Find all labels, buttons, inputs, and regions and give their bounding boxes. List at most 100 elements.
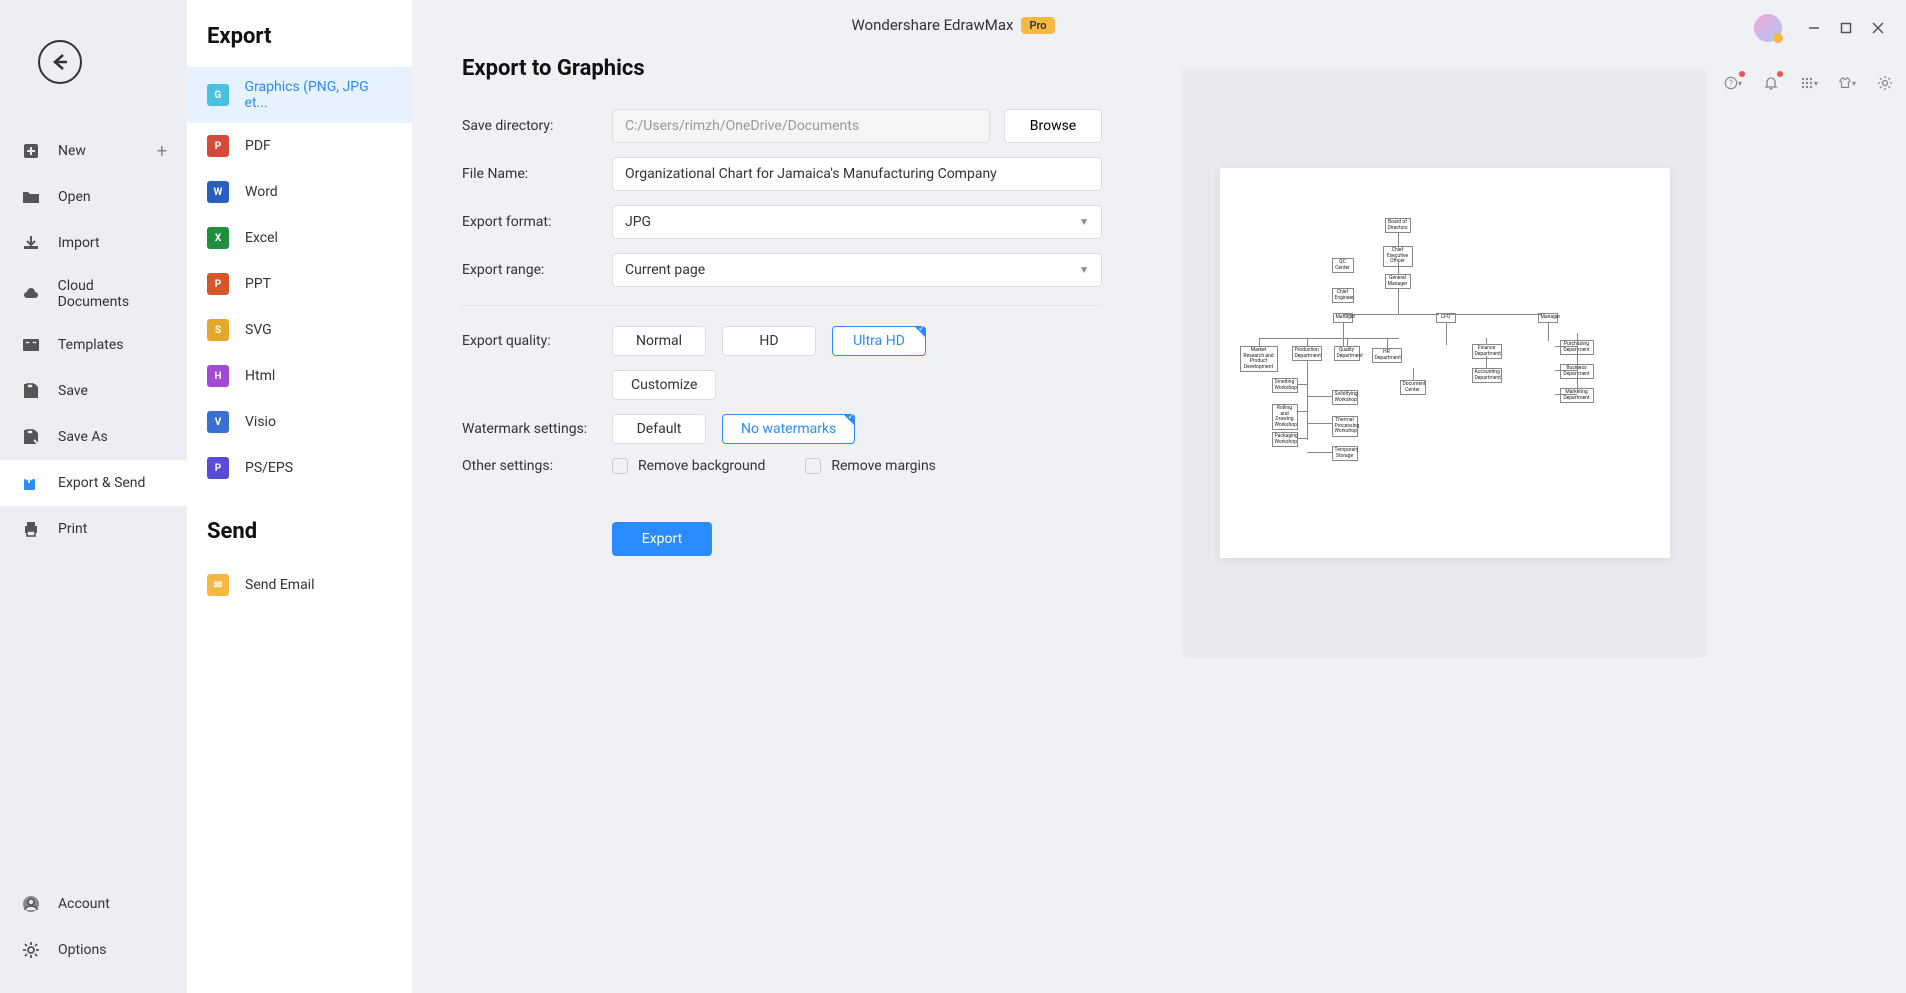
title-bar: Wondershare EdrawMax Pro (0, 0, 1906, 50)
preview-image: Board of DirectorsChief Executive Office… (1220, 168, 1670, 558)
page-heading: Export to Graphics (462, 56, 1102, 81)
menu-item-new[interactable]: New+ (0, 128, 187, 174)
export-type-visio[interactable]: VVisio (187, 399, 412, 445)
file-icon: G (207, 84, 229, 106)
chart-node: Solidifying Workshop (1332, 390, 1358, 405)
quality-option-ultra-hd[interactable]: Ultra HD (832, 326, 926, 356)
app-title: Wondershare EdrawMax (851, 16, 1013, 34)
download-icon (20, 232, 42, 254)
chart-node: Temporary Storage (1332, 446, 1358, 461)
settings-icon[interactable] (1876, 74, 1894, 92)
grid-icon[interactable]: ▾ (1800, 74, 1818, 92)
back-button[interactable] (38, 40, 82, 84)
range-label: Export range: (462, 262, 612, 278)
gear-icon (20, 939, 42, 961)
chart-node: Chief Engineer (1332, 288, 1354, 303)
send-heading: Send (187, 491, 412, 562)
export-type-html[interactable]: HHtml (187, 353, 412, 399)
customize-button[interactable]: Customize (612, 370, 716, 400)
menu-item-save-as[interactable]: Save As (0, 414, 187, 460)
save-dir-label: Save directory: (462, 118, 612, 134)
file-icon: X (207, 227, 229, 249)
format-select[interactable]: JPG▼ (612, 205, 1102, 239)
menu-item-templates[interactable]: Templates (0, 322, 187, 368)
export-type-word[interactable]: WWord (187, 169, 412, 215)
cloud-icon (20, 283, 42, 305)
watermark-option-default[interactable]: Default (612, 414, 706, 444)
bell-icon[interactable] (1762, 74, 1780, 92)
menu-item-print[interactable]: Print (0, 506, 187, 552)
file-icon: P (207, 273, 229, 295)
file-icon: S (207, 319, 229, 341)
range-select[interactable]: Current page▼ (612, 253, 1102, 287)
templates-icon (20, 334, 42, 356)
remove-bg-checkbox[interactable]: Remove background (612, 458, 765, 474)
export-type-send[interactable]: ✉Send Email (187, 562, 412, 608)
menu-item-open[interactable]: Open (0, 174, 187, 220)
chart-node: Packaging Workshop (1272, 432, 1298, 447)
file-menu-sidebar: New+OpenImportCloud DocumentsTemplatesSa… (0, 0, 187, 993)
chart-node: Market Research and Product Development (1240, 346, 1278, 372)
export-icon (20, 472, 42, 494)
account-icon (20, 893, 42, 915)
main-content: Export to Graphics Save directory: C:/Us… (412, 0, 1906, 993)
print-icon (20, 518, 42, 540)
user-avatar[interactable] (1754, 14, 1782, 42)
file-icon: P (207, 457, 229, 479)
quality-label: Export quality: (462, 333, 612, 349)
remove-margins-checkbox[interactable]: Remove margins (805, 458, 936, 474)
preview-panel: Board of DirectorsChief Executive Office… (1182, 68, 1707, 658)
export-type-excel[interactable]: XExcel (187, 215, 412, 261)
save-icon (20, 380, 42, 402)
maximize-button[interactable] (1830, 16, 1862, 40)
export-button[interactable]: Export (612, 522, 712, 556)
export-type-ppt[interactable]: PPPT (187, 261, 412, 307)
export-types-sidebar: Export GGraphics (PNG, JPG et...PPDFWWor… (187, 0, 412, 993)
menu-item-export-send[interactable]: Export & Send (0, 460, 187, 506)
file-icon: V (207, 411, 229, 433)
chart-node: Document Center (1400, 380, 1426, 395)
folder-icon (20, 186, 42, 208)
menu-item-cloud-documents[interactable]: Cloud Documents (0, 266, 187, 322)
format-label: Export format: (462, 214, 612, 230)
plus-box-icon (20, 140, 42, 162)
chart-node: Quality Department (1334, 346, 1360, 361)
minimize-button[interactable] (1798, 16, 1830, 40)
chart-node: HR Department (1372, 348, 1402, 363)
chart-node: Production Department (1292, 346, 1322, 361)
chart-node: Thermal Processing Workshop (1332, 416, 1358, 437)
menu-item-options[interactable]: Options (0, 927, 187, 973)
close-button[interactable] (1862, 16, 1894, 40)
chart-node: Finance Department (1472, 344, 1502, 359)
save-dir-field: C:/Users/rimzh/OneDrive/Documents (612, 109, 990, 143)
menu-item-import[interactable]: Import (0, 220, 187, 266)
filename-input[interactable] (612, 157, 1102, 191)
chart-node: Accounting Department (1472, 368, 1502, 383)
export-type-graphics[interactable]: GGraphics (PNG, JPG et... (187, 67, 412, 123)
menu-item-account[interactable]: Account (0, 881, 187, 927)
export-type-pdf[interactable]: PPDF (187, 123, 412, 169)
svg-text:?: ? (1729, 79, 1733, 88)
export-type-ps[interactable]: PPS/EPS (187, 445, 412, 491)
file-icon: W (207, 181, 229, 203)
shirt-icon[interactable]: ▾ (1838, 74, 1856, 92)
chart-node: Board of Directors (1385, 218, 1411, 233)
watermark-label: Watermark settings: (462, 421, 612, 437)
other-label: Other settings: (462, 458, 612, 474)
quality-option-hd[interactable]: HD (722, 326, 816, 356)
chart-node: Rolling and Drawing Workshop (1272, 404, 1298, 430)
chart-node: QC Center (1332, 258, 1354, 273)
quality-option-normal[interactable]: Normal (612, 326, 706, 356)
chart-node: General Manager (1385, 274, 1411, 289)
filename-label: File Name: (462, 166, 612, 182)
file-icon: P (207, 135, 229, 157)
watermark-option-no-watermarks[interactable]: No watermarks (722, 414, 855, 444)
menu-item-save[interactable]: Save (0, 368, 187, 414)
pro-badge: Pro (1021, 17, 1054, 34)
browse-button[interactable]: Browse (1004, 109, 1102, 143)
export-type-svg[interactable]: SSVG (187, 307, 412, 353)
new-plus-icon[interactable]: + (157, 141, 167, 162)
chart-node: Smelting Workshop (1272, 378, 1298, 393)
help-icon[interactable]: ?▾ (1724, 74, 1742, 92)
file-icon: ✉ (207, 574, 229, 596)
